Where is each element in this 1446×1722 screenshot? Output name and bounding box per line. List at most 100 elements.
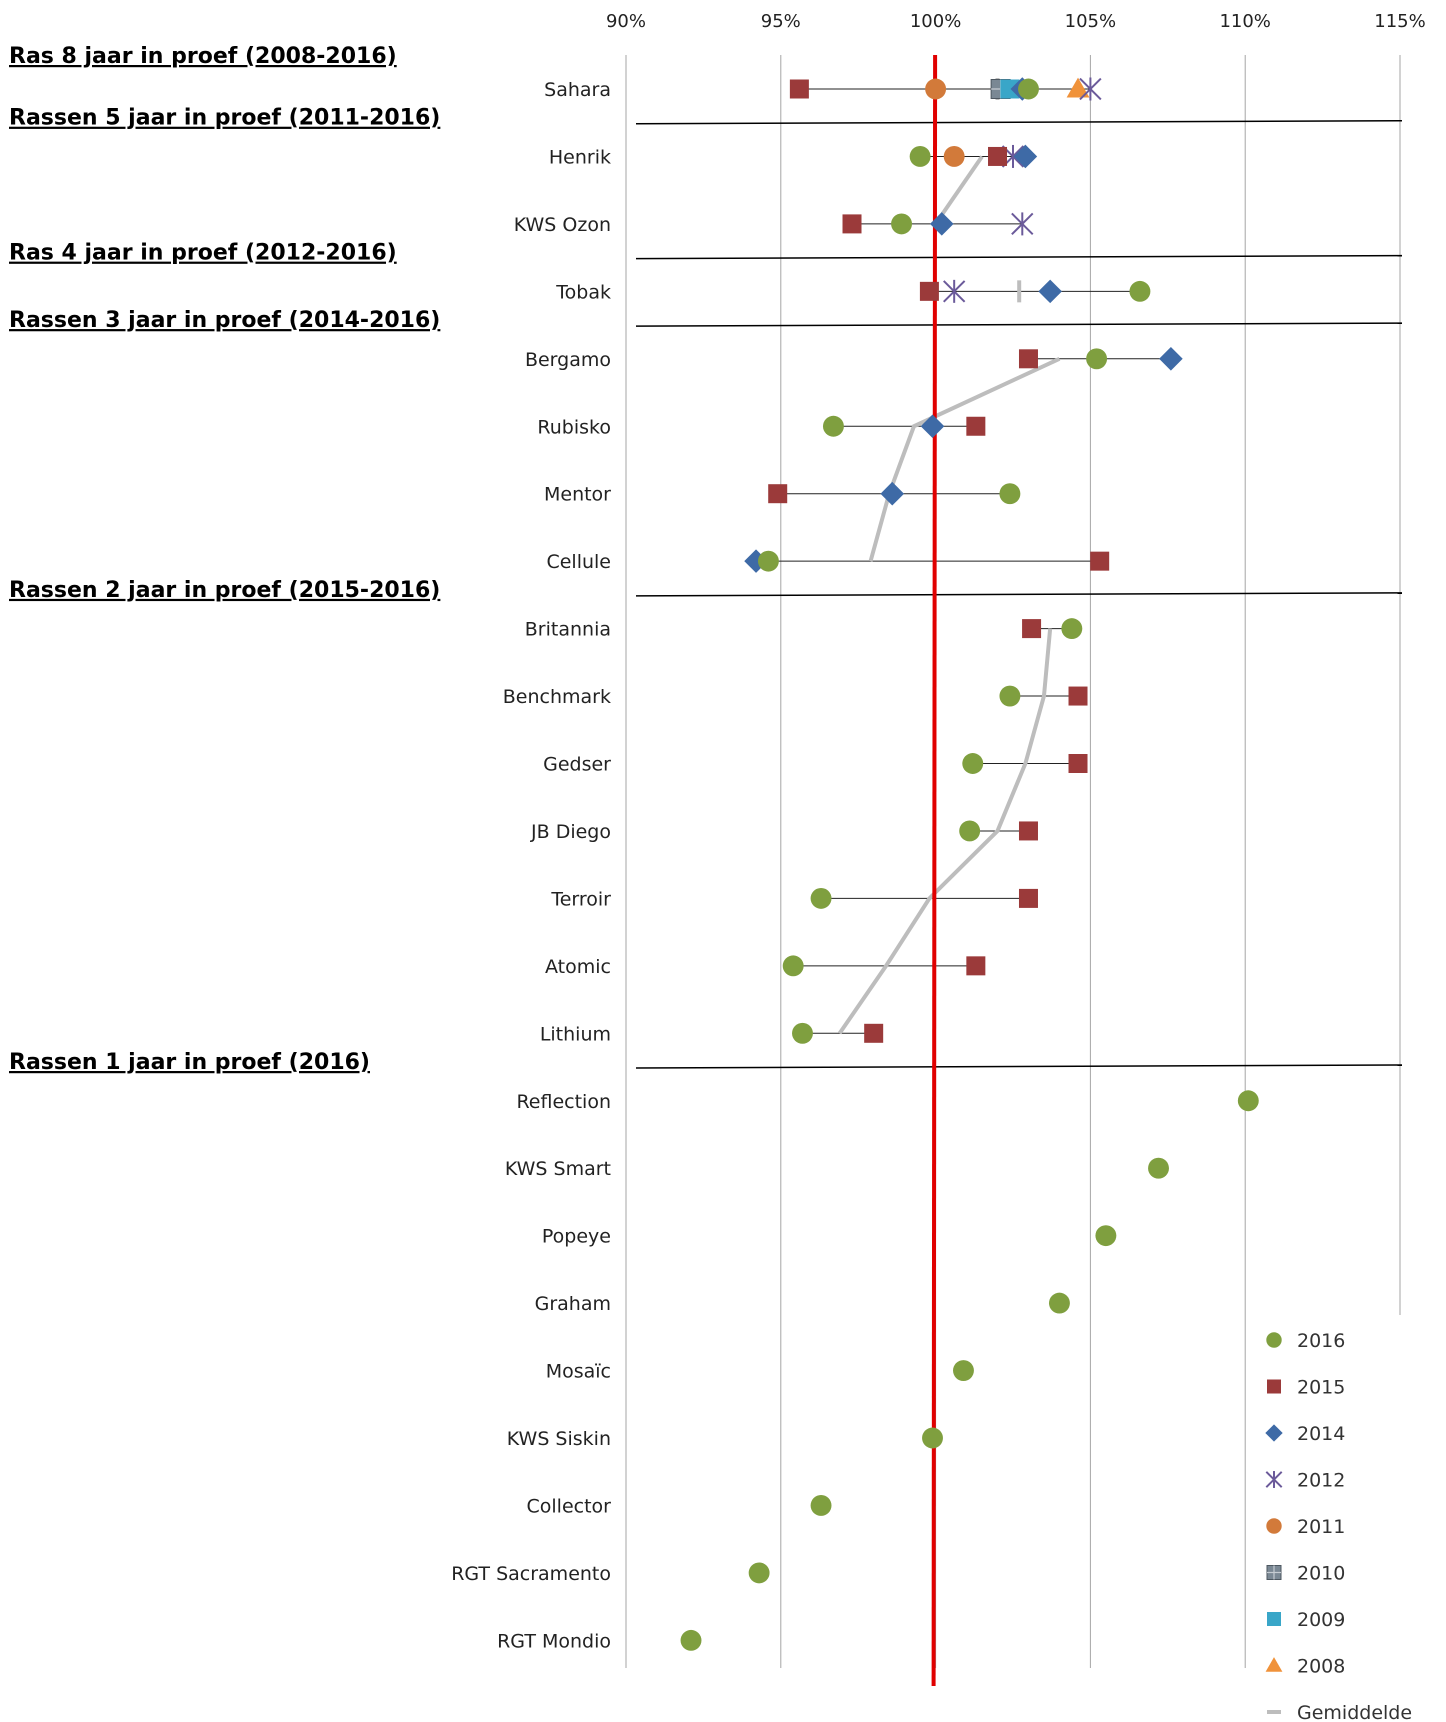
legend-label-2008: 2008 <box>1297 1656 1345 1678</box>
marker-2016-cellule <box>757 550 779 572</box>
category-labels: Sahara Henrik KWS Ozon Tobak Bergamo Rubisko M… <box>451 79 611 1652</box>
category-label: Gedser <box>543 754 611 776</box>
grid-lines <box>625 55 1401 1668</box>
marker-2015-terroir <box>1018 888 1038 908</box>
marker-2016-terroir <box>810 887 832 909</box>
data-markers <box>680 77 1259 1651</box>
marker-2016-collector <box>810 1495 832 1516</box>
marker-2016-kws-siskin <box>922 1427 943 1449</box>
marker-2016-rgt-mondio <box>680 1629 702 1651</box>
mean-segment <box>933 155 984 226</box>
category-label: KWS Siskin <box>507 1428 611 1450</box>
legend-marker-2008 <box>1265 1657 1283 1672</box>
marker-2016-mentor <box>999 483 1021 505</box>
marker-2015-sahara <box>789 79 809 99</box>
marker-2016-mosa-c <box>953 1360 974 1382</box>
category-label: Cellule <box>546 551 611 573</box>
legend-label-gemiddelde: Gemiddelde <box>1297 1702 1412 1722</box>
mean-segment <box>868 356 1061 562</box>
group-heading: Rassen 1 jaar in proef (2016) <box>9 1050 370 1075</box>
group-heading: Rassen 5 jaar in proef (2011-2016) <box>9 106 440 131</box>
legend: 2016 2015 2014 2012 2011 2010 2009 2008 Gemiddel… <box>1265 1330 1412 1722</box>
x-tick-label: 105% <box>1065 11 1116 32</box>
legend-marker-2012 <box>1265 1471 1283 1488</box>
reference-line-100 <box>931 54 938 1687</box>
x-tick-label: 100% <box>910 11 961 32</box>
marker-2016-henrik <box>909 146 931 167</box>
group-separator <box>635 119 1403 125</box>
category-label: Benchmark <box>503 686 611 708</box>
marker-2014-kws-ozon <box>930 212 954 236</box>
legend-label-2011: 2011 <box>1297 1516 1345 1538</box>
category-label: Atomic <box>545 956 611 978</box>
marker-2014-henrik <box>1013 144 1038 169</box>
marker-2015-kws-ozon <box>842 214 862 234</box>
marker-2015-cellule <box>1090 551 1110 571</box>
legend-label-2014: 2014 <box>1297 1423 1345 1445</box>
legend-label-2010: 2010 <box>1297 1563 1345 1585</box>
marker-2015-rubisko <box>966 416 986 436</box>
category-label: Collector <box>527 1495 612 1517</box>
legend-label-2012: 2012 <box>1297 1470 1345 1492</box>
category-label: RGT Sacramento <box>451 1563 611 1585</box>
category-label: Tobak <box>555 281 611 303</box>
legend-marker-2016 <box>1266 1332 1282 1348</box>
category-label: Lithium <box>540 1023 611 1045</box>
marker-2016-rubisko <box>822 415 844 437</box>
x-tick-label: 110% <box>1219 11 1270 32</box>
legend-marker-2011 <box>1266 1518 1282 1534</box>
marker-2016-lithium <box>792 1022 813 1044</box>
marker-2016-graham <box>1048 1292 1070 1314</box>
marker-2016-sahara <box>1018 78 1039 100</box>
marker-2015-bergamo <box>1018 349 1038 369</box>
legend-marker-2009 <box>1267 1612 1281 1626</box>
category-label: Rubisko <box>537 416 611 438</box>
group-separator <box>635 592 1403 597</box>
category-label: Popeye <box>542 1226 611 1248</box>
marker-2016-kws-smart <box>1148 1157 1169 1179</box>
group-separator <box>635 322 1403 327</box>
group-headings: Ras 8 jaar in proef (2008-2016) Rassen 5 … <box>9 44 440 1075</box>
marker-2014-mentor <box>880 481 905 506</box>
reference-line <box>931 54 938 1687</box>
marker-2015-tobak <box>919 281 939 301</box>
category-label: Reflection <box>516 1091 611 1113</box>
marker-2012-tobak <box>943 279 966 303</box>
marker-2015-benchmark <box>1068 686 1088 706</box>
category-label: RGT Mondio <box>497 1630 611 1652</box>
category-label: Sahara <box>544 79 611 101</box>
category-label: Terroir <box>550 888 611 910</box>
mean-segment <box>837 628 1053 1035</box>
marker-2016-popeye <box>1095 1225 1117 1247</box>
marker-2014-bergamo <box>1159 347 1183 371</box>
marker-2016-tobak <box>1129 280 1151 302</box>
marker-2016-jb-diego <box>959 820 981 842</box>
group-separator <box>635 254 1403 260</box>
marker-2011-henrik <box>943 146 965 167</box>
marker-2016-kws-ozon <box>891 213 912 235</box>
marker-2014-rubisko <box>920 414 945 439</box>
marker-2009-sahara <box>1000 79 1020 99</box>
category-label: Britannia <box>525 619 611 641</box>
marker-2015-mentor <box>768 484 788 504</box>
legend-label-2009: 2009 <box>1297 1609 1345 1631</box>
legend-marker-2010 <box>1266 1565 1282 1580</box>
category-label: JB Diego <box>530 821 611 843</box>
marker-2015-lithium <box>864 1023 884 1043</box>
group-heading: Ras 4 jaar in proef (2012-2016) <box>9 241 397 266</box>
legend-label-2016: 2016 <box>1297 1330 1345 1352</box>
marker-2016-britannia <box>1061 618 1083 640</box>
group-heading: Ras 8 jaar in proef (2008-2016) <box>9 44 397 69</box>
group-heading: Rassen 3 jaar in proef (2014-2016) <box>9 308 440 333</box>
marker-2015-atomic <box>966 956 986 976</box>
group-heading: Rassen 2 jaar in proef (2015-2016) <box>9 578 440 603</box>
group-separators <box>635 119 1403 1069</box>
marker-2016-benchmark <box>999 685 1021 707</box>
category-label: Bergamo <box>525 349 611 371</box>
marker-2012-sahara <box>1079 77 1102 101</box>
legend-marker-2014 <box>1265 1424 1283 1442</box>
category-label: Henrik <box>549 146 611 168</box>
legend-label-2015: 2015 <box>1297 1377 1345 1399</box>
marker-2015-britannia <box>1022 619 1042 639</box>
